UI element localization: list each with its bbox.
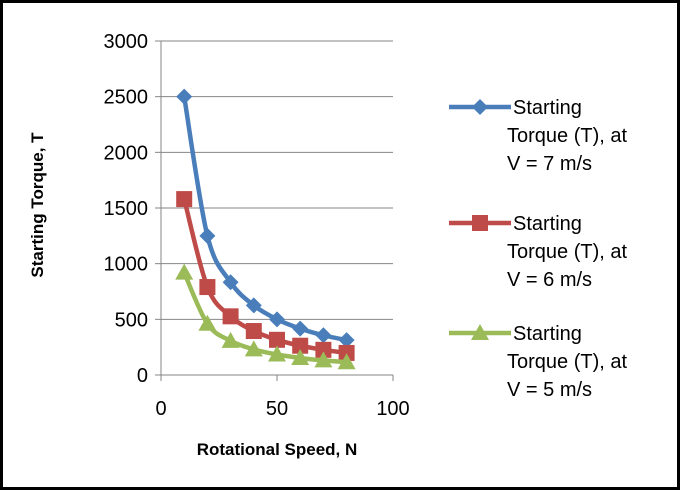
series-3 (175, 263, 356, 370)
legend: Starting Torque (T), at V = 7 m/s Starting T… (449, 97, 627, 401)
y-tick-label: 2500 (104, 87, 149, 109)
data-point (222, 308, 239, 325)
data-point (245, 297, 262, 314)
legend-label-line: V = 6 m/s (507, 269, 592, 291)
axes (155, 40, 394, 381)
series-1 (176, 88, 355, 349)
y-tick-label: 1500 (104, 198, 149, 220)
x-axis-title: Rotational Speed, N (197, 440, 358, 459)
plot-area (175, 88, 356, 370)
data-point (315, 341, 332, 358)
data-point (291, 348, 310, 365)
x-tick-labels: 0 50 100 (155, 398, 409, 420)
y-tick-label: 500 (115, 309, 148, 331)
x-tick-label: 50 (266, 398, 288, 420)
legend-marker (472, 99, 488, 115)
y-tick-label: 1000 (104, 254, 149, 276)
x-tick-label: 0 (155, 398, 166, 420)
legend-label-line: Torque (T), at (507, 351, 627, 373)
line-chart: 0 500 1000 1500 2000 2500 3000 0 50 100 Starting… (28, 31, 627, 459)
legend-label-line: V = 7 m/s (507, 153, 592, 175)
data-point (338, 344, 355, 361)
data-point (199, 279, 216, 296)
data-point (175, 263, 194, 280)
data-point (338, 332, 355, 349)
data-point (199, 227, 216, 244)
y-tick-label: 0 (137, 365, 148, 387)
data-point (176, 191, 193, 208)
data-point (292, 320, 309, 337)
data-point (221, 331, 240, 348)
data-point (292, 337, 309, 354)
data-point (269, 331, 285, 348)
series-2 (176, 191, 355, 361)
data-point (314, 351, 333, 368)
y-tick-labels: 0 500 1000 1500 2000 2500 3000 (104, 31, 149, 387)
data-point (269, 311, 285, 328)
series-line (181, 94, 349, 343)
legend-label-line: Torque (T), at (507, 241, 627, 263)
legend-marker (472, 215, 488, 231)
data-point (244, 340, 263, 357)
data-point (337, 353, 356, 370)
legend-label-line: Starting (513, 323, 582, 345)
data-point (245, 323, 262, 340)
legend-label-line: Torque (T), at (507, 125, 627, 147)
data-point (315, 327, 332, 344)
legend-marker (471, 324, 489, 340)
legend-label-line: Starting (513, 97, 582, 119)
legend-item-3: Starting Torque (T), at V = 5 m/s (449, 323, 627, 401)
legend-label-line: V = 5 m/s (507, 379, 592, 401)
data-point (268, 345, 286, 362)
legend-item-2: Starting Torque (T), at V = 6 m/s (449, 213, 627, 291)
data-point (176, 88, 193, 105)
data-point (198, 314, 217, 331)
y-tick-label: 2000 (104, 142, 149, 164)
legend-label-line: Starting (513, 213, 582, 235)
data-point (222, 274, 239, 291)
y-tick-label: 3000 (104, 31, 149, 53)
y-axis-title: Starting Torque, T (28, 132, 47, 278)
x-tick-label: 100 (376, 398, 409, 420)
legend-item-1: Starting Torque (T), at V = 7 m/s (449, 97, 627, 175)
